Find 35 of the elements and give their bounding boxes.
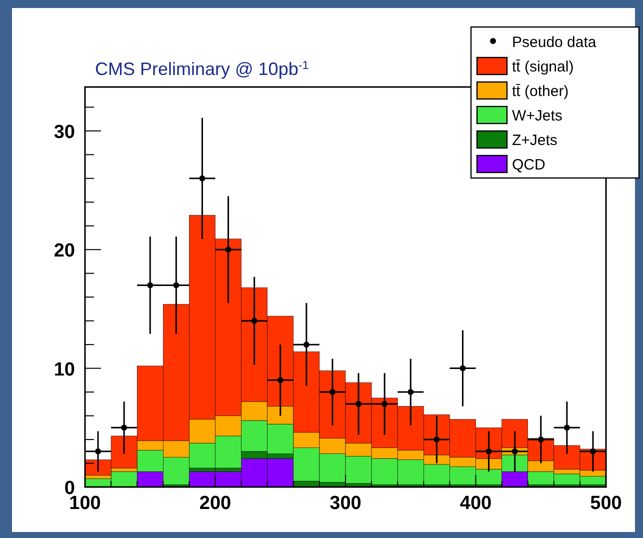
point: [199, 175, 206, 182]
y-tick-label: 20: [54, 240, 75, 262]
legend-label: W+Jets: [512, 108, 562, 124]
point: [329, 389, 336, 396]
point: [460, 365, 466, 372]
legend-label: QCD: [512, 156, 546, 174]
point: [382, 400, 388, 407]
legend-label: Z+Jets: [512, 132, 558, 149]
legend-label: tt̄ (other): [512, 83, 569, 100]
legend-label: tt̄ (signal): [512, 58, 574, 76]
point: [95, 448, 102, 454]
point: [277, 377, 284, 384]
chart-title: CMS Preliminary @ 10pb$^{-1}$: [95, 58, 309, 79]
x-tick-label: 300: [330, 493, 362, 514]
point: [251, 318, 258, 324]
x-tick-label: 500: [590, 493, 622, 514]
point: [512, 448, 518, 454]
point: [590, 448, 596, 454]
x-tick-label: 400: [460, 493, 492, 514]
point: [173, 282, 180, 288]
point: [147, 282, 154, 288]
point: [564, 424, 570, 431]
legend-label: Pseudo data: [512, 34, 597, 51]
point: [486, 448, 492, 454]
x-tick-label: 200: [199, 493, 232, 514]
y-tick-label: 10: [54, 359, 75, 380]
point: [303, 342, 310, 348]
point: [225, 246, 232, 253]
point: [356, 400, 362, 407]
point: [121, 424, 128, 431]
point: [434, 436, 440, 443]
point: [538, 436, 544, 443]
x-tick-label: 100: [69, 493, 101, 514]
y-tick-label: 30: [54, 122, 75, 143]
point: [408, 389, 414, 396]
